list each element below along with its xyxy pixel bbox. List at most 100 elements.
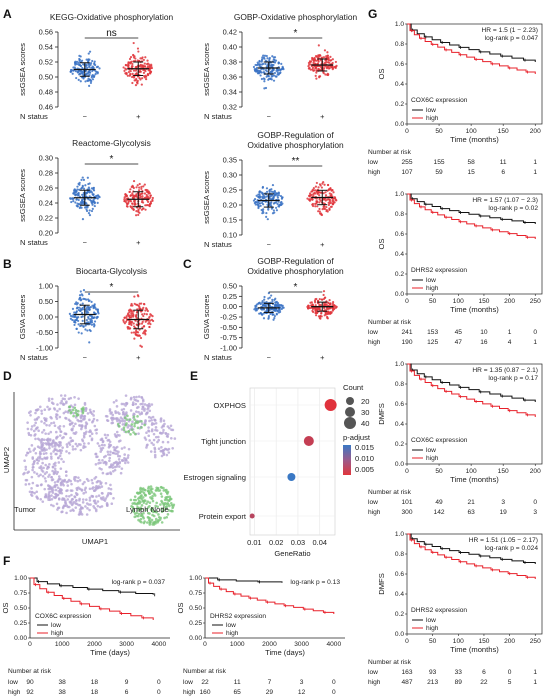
umap-tumor-point (74, 422, 77, 426)
umap-ln-point (170, 501, 173, 505)
low-dot (267, 317, 270, 320)
risk-low-value: 49 (435, 499, 443, 506)
legend-count-title: Count (343, 383, 364, 392)
risk-high-label: high (183, 689, 196, 696)
umap-ln-point (144, 508, 148, 512)
legend-high: high (226, 630, 239, 637)
umap-tumor-point (74, 442, 78, 446)
x-tick-label: 2000 (262, 641, 277, 648)
umap-tumor-point (48, 498, 52, 502)
y-axis-label: ssGSEA scores (202, 171, 211, 224)
high-dot (144, 204, 147, 207)
high-dot (325, 61, 328, 64)
umap-tumor-point (72, 411, 75, 415)
umap-tumor-point (52, 439, 55, 442)
risk-high-label: high (8, 689, 21, 696)
high-dot (126, 74, 129, 77)
high-dot (324, 73, 327, 76)
umap-tumor-point (38, 438, 41, 442)
high-dot (313, 56, 316, 60)
umap-tumor-point (98, 480, 102, 483)
risk-high-value: 6 (501, 169, 505, 176)
x-tick-label: 3000 (294, 641, 309, 648)
y-tick-label: 0.2 (395, 611, 404, 618)
umap-ln-point (148, 517, 152, 520)
high-dot (322, 293, 325, 297)
high-dot (140, 65, 143, 69)
umap-tumor-point (40, 409, 43, 413)
high-dot (140, 322, 144, 325)
low-dot (274, 309, 277, 313)
risk-high-value: 3 (533, 509, 537, 516)
umap-ln-point (81, 411, 85, 415)
low-dot (78, 57, 81, 61)
umap-tumor-point (62, 403, 65, 406)
high-dot (320, 56, 324, 59)
umap-tumor-point (90, 432, 94, 435)
y-tick-label: 0.20 (223, 201, 237, 210)
y-axis-label: OS (176, 603, 185, 614)
risk-high-value: 5 (508, 679, 512, 686)
low-dot (80, 315, 83, 319)
panel-title: Reactome-Glycolysis (72, 138, 151, 148)
umap-tumor-point (99, 438, 103, 442)
dot-1 (303, 436, 314, 446)
umap-tumor-point (145, 411, 149, 415)
umap-tumor-point (159, 420, 163, 423)
low-dot (255, 303, 258, 306)
umap-tumor-point (53, 471, 57, 474)
umap-tumor-point (129, 396, 133, 400)
umap-tumor-point (83, 480, 86, 484)
umap-ln-point (155, 510, 158, 514)
umap-tumor-point (56, 508, 59, 511)
y-tick-label: 1.0 (395, 531, 404, 538)
x-tick-label: 250 (530, 298, 541, 305)
high-dot (328, 198, 332, 201)
y-tick-label: -0.50 (220, 323, 237, 332)
high-dot (130, 320, 133, 323)
umap-tumor-point (131, 403, 135, 406)
high-dot (134, 203, 137, 206)
umap-tumor-point (39, 497, 43, 501)
low-dot (75, 204, 78, 207)
umap-ln-point (130, 423, 134, 426)
high-dot (324, 194, 328, 197)
umap-ln-point (152, 514, 156, 518)
high-dot (331, 65, 334, 68)
umap-ln-point (162, 508, 165, 512)
umap-tumor-point (157, 438, 161, 442)
km-curve-low (407, 193, 536, 224)
low-dot (280, 62, 283, 65)
low-dot (263, 80, 266, 83)
umap-ln-point (156, 521, 159, 524)
low-dot (271, 183, 275, 187)
y-tick-label: 1.00 (189, 575, 202, 582)
risk-low-value: 33 (455, 669, 463, 676)
umap-tumor-point (61, 397, 65, 400)
umap-ln-point (156, 487, 160, 491)
umap-tumor-point (161, 424, 165, 428)
umap-tumor-point (92, 414, 95, 417)
y-tick-label: -0.75 (220, 333, 237, 342)
low-dot (90, 319, 93, 322)
umap-tumor-point (115, 399, 118, 402)
umap-tumor-point (52, 421, 56, 425)
high-dot (142, 58, 145, 62)
y-tick-label: 1.0 (395, 361, 404, 368)
umap-ln-point (134, 432, 137, 436)
sig-label: ** (292, 156, 300, 167)
umap-tumor-point (38, 405, 42, 409)
umap-ln-point (146, 500, 150, 503)
low-dot (87, 311, 90, 314)
low-dot (87, 186, 90, 189)
umap-tumor-point (73, 395, 76, 399)
umap-ln-point (156, 505, 159, 509)
umap-tumor-point (109, 487, 113, 491)
low-dot (91, 203, 94, 206)
umap-tumor-point (79, 415, 83, 418)
umap-ln-point (137, 420, 140, 423)
high-dot (312, 195, 315, 198)
y-tick-label: 0.75 (14, 590, 27, 597)
umap-tumor-point (66, 505, 70, 509)
